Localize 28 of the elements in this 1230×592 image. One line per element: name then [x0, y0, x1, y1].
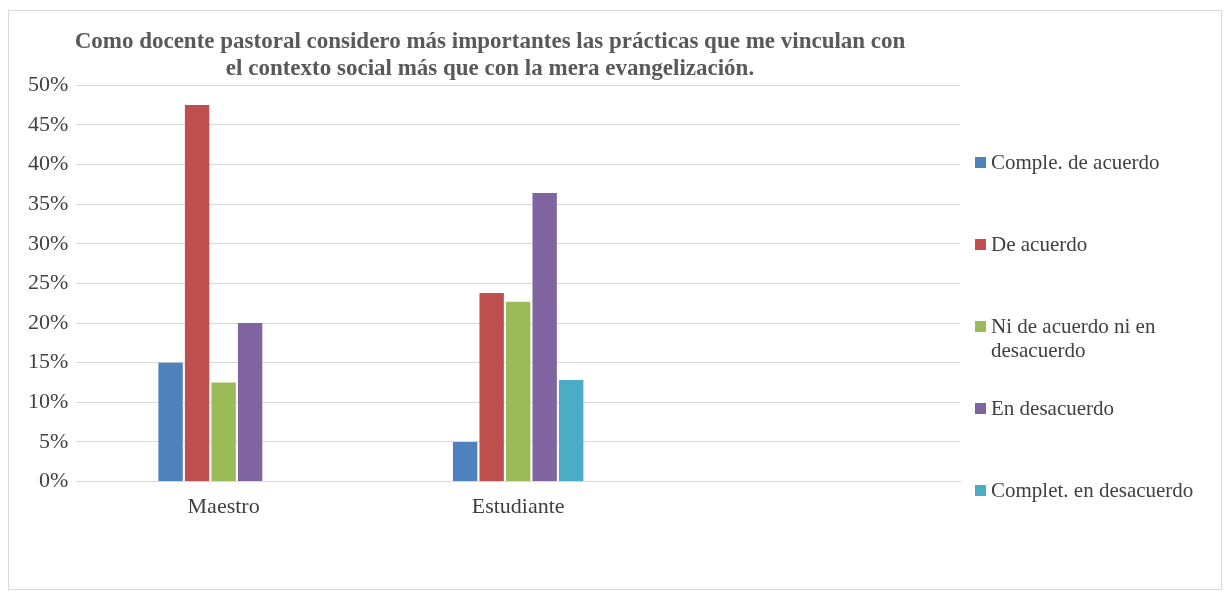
y-tick-label: 15%: [28, 348, 69, 374]
legend-label: De acuerdo: [991, 232, 1088, 256]
legend-label: Ni de acuerdo ni en desacuerdo: [991, 314, 1156, 362]
bar: [184, 105, 210, 482]
y-tick-label: 30%: [28, 229, 69, 255]
bar: [558, 380, 584, 482]
y-tick-label: 0%: [39, 467, 69, 493]
y-tick-label: 10%: [28, 388, 69, 414]
legend-label: En desacuerdo: [991, 396, 1115, 420]
y-tick-label: 20%: [28, 308, 69, 334]
x-tick-label: Estudiante: [471, 492, 565, 518]
bar: [532, 193, 557, 482]
bar: [158, 362, 183, 482]
bar: [452, 441, 478, 482]
x-tick-label: Maestro: [187, 492, 260, 518]
y-tick-label: 5%: [39, 427, 69, 453]
y-tick-label: 25%: [28, 269, 69, 295]
bar: [505, 301, 531, 482]
chart-title: Como docente pastoral considero más importantes las prácticas que me vinculan con el contexto social más que con la mera evangelización.: [74, 27, 906, 81]
bar: [237, 323, 263, 482]
y-tick-label: 35%: [28, 189, 69, 215]
y-tick-label: 50%: [28, 70, 69, 96]
legend-label: Complet. en desacuerdo: [991, 478, 1194, 502]
legend-label: Comple. de acuerdo: [991, 150, 1160, 174]
y-tick-label: 40%: [28, 150, 69, 176]
y-tick-label: 45%: [28, 110, 69, 136]
bar: [479, 292, 504, 482]
bar: [211, 382, 236, 482]
